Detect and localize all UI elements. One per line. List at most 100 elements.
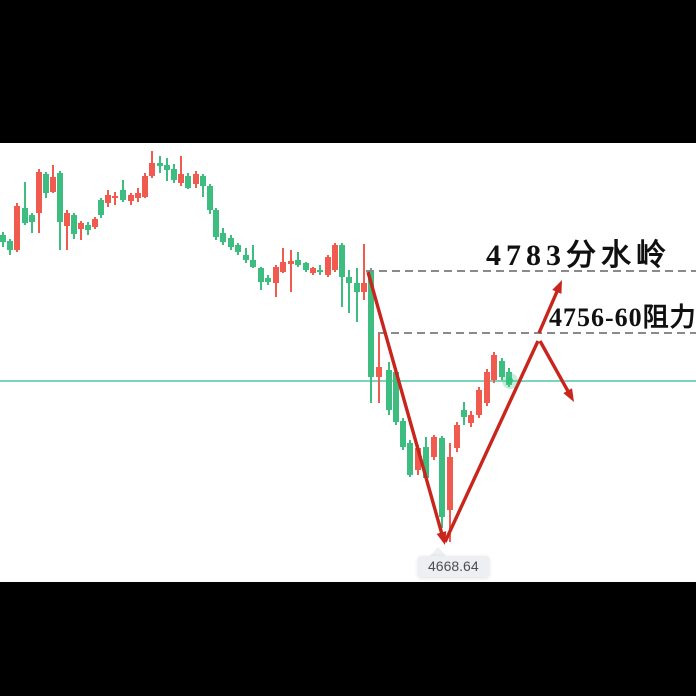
low-price-callout: 4668.64 [418, 556, 489, 577]
candle [393, 372, 399, 422]
last-price-line [0, 380, 696, 382]
watershed-label: 4783分水岭 [486, 239, 671, 272]
candle [0, 235, 6, 242]
last-price-marker-dot [506, 377, 514, 385]
candle [120, 190, 126, 200]
candle [193, 174, 199, 184]
candle [207, 186, 213, 210]
arrow-line [366, 271, 445, 539]
candle [499, 361, 505, 377]
candle [178, 174, 184, 183]
candle [317, 270, 323, 272]
candle-wick [80, 221, 82, 240]
candle [303, 263, 309, 270]
candle [250, 260, 256, 267]
candle [228, 238, 234, 247]
candle [310, 268, 316, 273]
chart-plot-area [0, 143, 696, 582]
candle [57, 173, 63, 222]
candle [346, 277, 352, 283]
candle [112, 196, 118, 198]
candle [491, 355, 497, 380]
candle [280, 262, 286, 272]
candle [235, 245, 241, 252]
candle-wick [31, 213, 33, 233]
candle [200, 176, 206, 186]
candle-wick [66, 210, 68, 250]
candle [213, 210, 219, 237]
candle [454, 425, 460, 448]
candle [50, 177, 56, 192]
candle [407, 443, 413, 475]
watershed-level-line [366, 270, 696, 272]
candle [85, 225, 91, 230]
candle [339, 245, 345, 277]
candle-wick [290, 250, 292, 292]
candle-wick [180, 156, 182, 186]
candle [386, 370, 392, 410]
candle [461, 410, 467, 417]
candle-wick [297, 252, 299, 267]
candle [431, 437, 437, 457]
candle [400, 421, 406, 447]
candle [171, 169, 177, 180]
arrow-head [436, 531, 447, 545]
candle-wick [348, 270, 350, 313]
candle [447, 457, 453, 510]
candle [185, 176, 191, 188]
candle [14, 206, 20, 250]
candle-wick [282, 248, 284, 273]
candle [273, 267, 279, 283]
candle [376, 367, 382, 377]
candle [142, 176, 148, 197]
resistance-level-line [378, 332, 696, 334]
candle-wick [356, 268, 358, 322]
candle-wick [114, 192, 116, 205]
arrow-head [552, 280, 562, 294]
candle [484, 372, 490, 403]
candle [43, 174, 49, 193]
letterbox-top [0, 0, 696, 143]
candle [220, 233, 226, 242]
candle-wick [252, 245, 254, 268]
candle [36, 172, 42, 213]
candle [64, 213, 70, 226]
candle [92, 219, 98, 227]
candle [423, 447, 429, 478]
candle-wick [363, 244, 365, 300]
letterbox-bottom [0, 582, 696, 696]
candle [164, 165, 170, 170]
candle [7, 241, 13, 250]
candle [361, 283, 367, 292]
candle [468, 415, 474, 423]
candle-wick [24, 182, 26, 225]
candle [439, 438, 445, 517]
candle [71, 215, 77, 234]
candle [29, 215, 35, 222]
candle [295, 260, 301, 265]
low-price-callout-pointer [430, 547, 446, 556]
candle [368, 272, 374, 377]
candle [243, 255, 249, 260]
candle [476, 390, 482, 415]
candle [149, 163, 155, 176]
candle [265, 278, 271, 282]
arrow-head [563, 388, 574, 402]
arrow-line [443, 340, 540, 543]
candle [98, 200, 104, 215]
candle [105, 195, 111, 203]
candle [78, 223, 84, 229]
candle [22, 208, 28, 223]
candle [135, 193, 141, 198]
arrow-line [537, 285, 561, 334]
candle [354, 283, 360, 292]
resistance-label: 4756-60阻力 [549, 303, 696, 332]
candle [325, 257, 331, 275]
candle [332, 245, 338, 270]
candle [415, 448, 421, 470]
arrow-line [538, 340, 573, 397]
candle [258, 268, 264, 282]
